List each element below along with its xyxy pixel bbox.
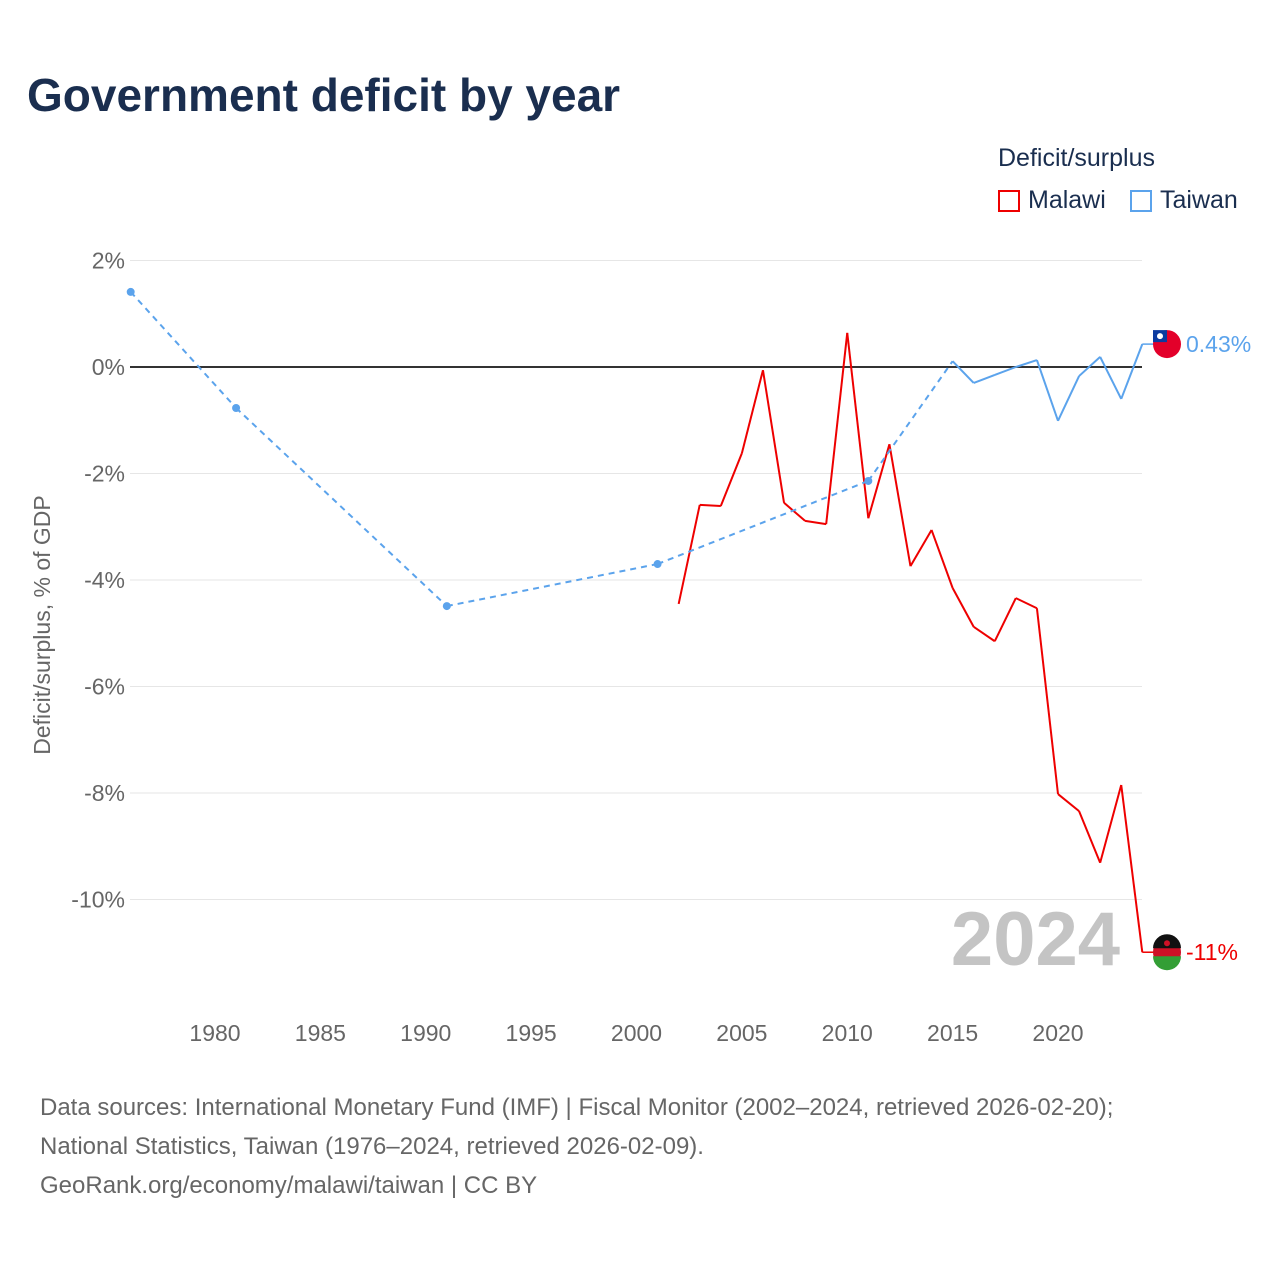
x-tick-label: 2010 — [822, 1020, 873, 1046]
malawi-segment — [846, 332, 870, 519]
y-tick-label: 2% — [92, 248, 125, 274]
malawi-end-label: -11% — [1186, 939, 1238, 965]
y-tick-label: -8% — [84, 780, 125, 806]
malawi-segment — [719, 452, 743, 507]
malawi-segment — [1015, 597, 1038, 610]
source-line: GeoRank.org/economy/malawi/taiwan | CC B… — [40, 1172, 538, 1199]
malawi-segment — [677, 504, 701, 605]
y-axis-label: Deficit/surplus, % of GDP — [29, 495, 55, 754]
malawi-segment — [1078, 810, 1102, 864]
y-tick-label: -4% — [84, 567, 125, 593]
taiwan-segment — [951, 360, 975, 384]
taiwan-point — [126, 287, 135, 296]
x-tick-label: 1980 — [189, 1020, 240, 1046]
malawi-segment — [825, 332, 849, 525]
x-tick-label: 2015 — [927, 1020, 978, 1046]
malawi-segment — [1035, 608, 1059, 795]
y-tick-label: -6% — [84, 674, 125, 700]
x-tick-label: 1990 — [400, 1020, 451, 1046]
malawi-segment — [867, 443, 891, 519]
chart-title: Government deficit by year — [27, 69, 621, 121]
legend-swatch — [998, 189, 1020, 212]
taiwan-segment — [1120, 343, 1144, 400]
legend-item-taiwan[interactable]: Taiwan — [1130, 186, 1238, 215]
x-tick-label: 2005 — [716, 1020, 767, 1046]
malawi-segment — [909, 529, 933, 567]
year-watermark: 2024 — [951, 897, 1120, 982]
x-tick-label: 2020 — [1032, 1020, 1083, 1046]
y-tick-label: 0% — [92, 354, 125, 380]
malawi-flag-green — [1153, 956, 1181, 971]
malawi-segment — [783, 502, 806, 522]
taiwan-segment — [235, 407, 448, 607]
taiwan-segment — [446, 563, 658, 608]
taiwan-point — [864, 476, 873, 485]
taiwan-segment — [1078, 356, 1101, 377]
taiwan-segment — [867, 360, 954, 482]
source-line: National Statistics, Taiwan (1976–2024, … — [40, 1133, 704, 1160]
malawi-segment — [951, 587, 975, 628]
malawi-segment — [973, 626, 996, 643]
x-tick-label: 1985 — [295, 1020, 346, 1046]
taiwan-point — [653, 560, 662, 569]
x-tick-label: 2000 — [611, 1020, 662, 1046]
source-note: Data sources: International Monetary Fun… — [40, 1088, 1113, 1205]
malawi-flag-sun — [1164, 940, 1170, 947]
source-line: Data sources: International Monetary Fun… — [40, 1094, 1114, 1121]
taiwan-end-label: 0.43% — [1186, 331, 1251, 357]
legend-label: Malawi — [1028, 186, 1106, 214]
taiwan-segment — [1035, 359, 1059, 422]
malawi-segment — [888, 444, 912, 567]
legend-item-malawi[interactable]: Malawi — [998, 186, 1106, 215]
taiwan-point — [232, 404, 241, 413]
y-tick-label: -10% — [71, 887, 125, 913]
legend-title: Deficit/surplus — [998, 144, 1155, 172]
malawi-segment — [699, 503, 721, 507]
legend-label: Taiwan — [1160, 186, 1238, 214]
malawi-segment — [1120, 784, 1144, 953]
taiwan-segment — [657, 480, 869, 565]
malawi-segment — [1057, 793, 1080, 812]
taiwan-segment — [129, 291, 237, 409]
taiwan-flag-sun — [1157, 333, 1163, 340]
x-tick-label: 1995 — [506, 1020, 557, 1046]
malawi-segment — [761, 370, 786, 503]
y-tick-label: -2% — [84, 461, 125, 487]
taiwan-segment — [1099, 356, 1123, 400]
taiwan-segment — [973, 374, 996, 384]
legend-swatch — [1130, 189, 1152, 212]
taiwan-segment — [1015, 359, 1038, 368]
malawi-segment — [1099, 784, 1123, 864]
malawi-segment — [993, 597, 1017, 642]
malawi-segment — [930, 529, 954, 589]
taiwan-segment — [994, 366, 1017, 376]
malawi-segment — [804, 519, 827, 526]
taiwan-segment — [1057, 375, 1080, 422]
malawi-segment — [740, 369, 764, 454]
taiwan-point — [442, 602, 451, 611]
